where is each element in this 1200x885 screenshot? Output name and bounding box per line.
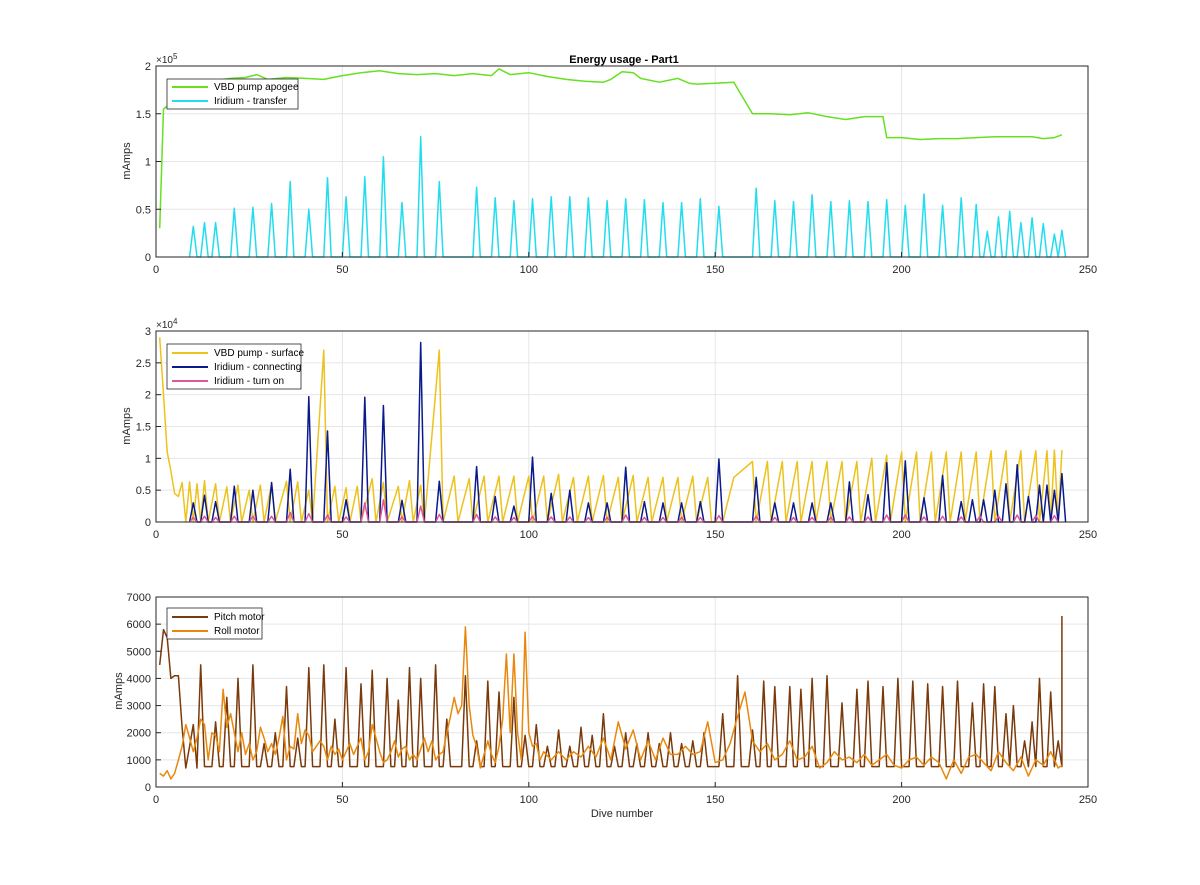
legend-label-iridium-transfer: Iridium - transfer	[214, 96, 287, 107]
y-tick-label: 1000	[127, 755, 151, 767]
y-tick-label: 4000	[127, 673, 151, 685]
legend-label-iridium-connecting: Iridium - connecting	[214, 362, 301, 373]
middle-panel-vbd-surface-iridium: mAmps ×104 0 50 100 150 200 25000.511.522.53 …	[121, 317, 1097, 541]
legend: VBD pump - surface Iridium - connecting …	[166, 343, 304, 390]
axis-ticks: 0 50 100 150 200 250 0 0.5 1 1.5 2	[136, 61, 1097, 276]
y-tick-label: 0	[145, 782, 151, 794]
exponent-value: 4	[173, 317, 178, 326]
x-tick-label: 200	[892, 264, 910, 276]
legend: VBD pump apogee Iridium - transfer	[166, 78, 299, 110]
y-axis-exponent: ×105	[156, 52, 178, 66]
legend-label-roll-motor: Roll motor	[214, 626, 260, 637]
y-tick-label: 2	[145, 61, 151, 73]
x-tick-label: 250	[1079, 529, 1097, 541]
x-tick-label: 150	[706, 264, 724, 276]
x-tick-label: 150	[706, 529, 724, 541]
y-tick-label: 7000	[127, 592, 151, 604]
y-tick-label: 1.5	[136, 422, 151, 434]
y-axis-label: mAmps	[113, 672, 125, 710]
y-tick-label: 6000	[127, 619, 151, 631]
y-tick-label: 0.5	[136, 485, 151, 497]
legend-label-vbd-surface: VBD pump - surface	[214, 348, 304, 359]
x-tick-label: 200	[892, 529, 910, 541]
y-tick-label: 3000	[127, 701, 151, 713]
series-line-pitch-motor	[158, 616, 1063, 769]
axis-ticks: 0 50 100 150 200 250 0 1000 2000 3000 4000 5000 6000…	[127, 592, 1098, 806]
x-tick-label: 100	[520, 264, 538, 276]
y-tick-label: 5000	[127, 646, 151, 658]
axes-frame	[155, 596, 1089, 788]
x-tick-label: 50	[336, 264, 348, 276]
x-tick-label: 200	[892, 794, 910, 806]
x-tick-label: 50	[336, 529, 348, 541]
y-tick-label: 0	[145, 517, 151, 529]
exponent-value: 5	[173, 52, 178, 61]
x-tick-label: 100	[520, 529, 538, 541]
x-tick-label: 50	[336, 794, 348, 806]
legend-label-vbd-apogee: VBD pump apogee	[214, 82, 299, 93]
series-line-vbd-pump-apogee	[158, 68, 1063, 229]
legend-box	[166, 607, 263, 640]
x-tick-label: 0	[153, 529, 159, 541]
chart-title: Energy usage - Part1	[569, 54, 678, 66]
legend: Pitch motor Roll motor	[166, 607, 265, 640]
y-tick-label: 1	[145, 157, 151, 169]
x-tick-label: 0	[153, 264, 159, 276]
y-tick-label: 2000	[127, 728, 151, 740]
y-tick-label: 0	[145, 252, 151, 264]
x-tick-label: 150	[706, 794, 724, 806]
x-tick-label: 100	[520, 794, 538, 806]
y-tick-label: 2	[145, 390, 151, 402]
y-tick-label: 1.5	[136, 109, 151, 121]
x-tick-label: 250	[1079, 794, 1097, 806]
y-tick-label: 3	[145, 326, 151, 338]
x-tick-label: 0	[153, 794, 159, 806]
x-tick-label: 250	[1079, 264, 1097, 276]
legend-label-iridium-turn-on: Iridium - turn on	[214, 376, 284, 387]
legend-box	[166, 78, 299, 110]
y-axis-label: mAmps	[121, 407, 133, 445]
y-tick-label: 0.5	[136, 204, 151, 216]
y-tick-label: 1	[145, 453, 151, 465]
x-axis-label: Dive number	[591, 808, 654, 820]
y-tick-label: 2.5	[136, 358, 151, 370]
plot-lines	[158, 616, 1063, 780]
top-panel-vbd-apogee-iridium-transfer: Energy usage - Part1 mAmps ×105 0 50 100 15…	[121, 52, 1097, 276]
bottom-panel-pitch-roll-motor: mAmps Dive number 0 50 100 150 200 250 0 1000 20…	[113, 592, 1097, 820]
series-line-roll-motor	[159, 626, 1063, 780]
axis-ticks: 0 50 100 150 200 250 0 0.5 1 1.5 2 2.5 3	[136, 326, 1097, 541]
y-axis-exponent: ×104	[156, 317, 178, 331]
y-axis-label: mAmps	[121, 142, 133, 180]
legend-label-pitch-motor: Pitch motor	[214, 612, 265, 623]
